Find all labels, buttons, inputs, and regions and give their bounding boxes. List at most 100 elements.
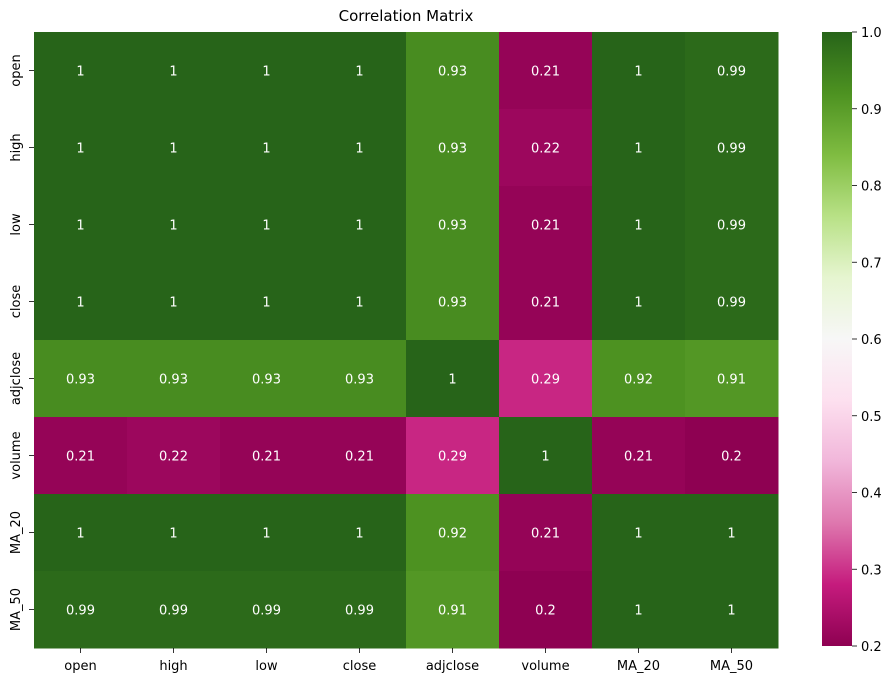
heatmap-cell — [34, 109, 128, 187]
heatmap-cell — [592, 186, 686, 264]
colorbar-tick-label: 0.8 — [861, 180, 882, 195]
heatmap-cell — [685, 417, 779, 495]
heatmap-cell — [406, 263, 500, 341]
heatmap-cell — [685, 263, 779, 341]
heatmap-cell — [499, 263, 593, 341]
heatmap-cell — [127, 109, 221, 187]
heatmap-cell — [127, 340, 221, 418]
x-tick-label: close — [343, 659, 376, 674]
cell-annotation: 0.21 — [531, 296, 560, 311]
cell-annotation: 0.99 — [252, 604, 281, 619]
cell-annotation: 0.21 — [531, 527, 560, 542]
x-tick-label: MA_20 — [617, 659, 660, 674]
colorbar-tick-label: 0.7 — [861, 256, 882, 271]
cell-annotation: 1 — [634, 296, 642, 311]
cell-annotation: 1 — [76, 65, 84, 80]
heatmap-cell — [592, 263, 686, 341]
cell-annotation: 0.92 — [438, 527, 467, 542]
cell-annotation: 1 — [634, 219, 642, 234]
y-tick-label: high — [9, 133, 24, 161]
cell-annotation: 0.93 — [438, 219, 467, 234]
cell-annotation: 0.21 — [531, 219, 560, 234]
cell-annotation: 1 — [634, 527, 642, 542]
cell-annotation: 1 — [262, 142, 270, 157]
colorbar-tick-label: 0.4 — [861, 487, 882, 502]
cell-annotation: 1 — [262, 219, 270, 234]
heatmap-cell — [127, 263, 221, 341]
heatmap-cell — [406, 32, 500, 110]
cell-annotation: 1 — [169, 142, 177, 157]
cell-annotation: 0.93 — [438, 142, 467, 157]
heatmap-cell — [499, 571, 593, 649]
cell-annotation: 0.21 — [531, 65, 560, 80]
cell-annotation: 0.21 — [66, 450, 95, 465]
heatmap-cell — [685, 494, 779, 572]
cell-annotation: 1 — [169, 65, 177, 80]
cell-annotation: 1 — [355, 65, 363, 80]
chart-title: Correlation Matrix — [339, 7, 474, 25]
cell-annotation: 0.99 — [66, 604, 95, 619]
cell-annotation: 0.2 — [721, 450, 742, 465]
y-axis-ticks: open high low close adjclose volume MA_20 MA_50 — [9, 54, 34, 631]
y-tick-label: close — [9, 285, 24, 318]
y-tick-label: volume — [9, 431, 24, 479]
cell-annotation: 0.93 — [252, 373, 281, 388]
heatmap-cell — [499, 340, 593, 418]
colorbar — [822, 32, 852, 646]
colorbar-tick-label: 0.9 — [861, 103, 882, 118]
heatmap-cell — [220, 109, 314, 187]
colorbar-tick-label: 1.0 — [861, 26, 882, 41]
heatmap-cell — [406, 494, 500, 572]
cell-annotation: 0.93 — [438, 65, 467, 80]
heatmap-cell — [592, 32, 686, 110]
cell-annotation: 1 — [355, 296, 363, 311]
cell-annotation: 0.93 — [66, 373, 95, 388]
heatmap-cell — [685, 32, 779, 110]
heatmap-cell — [499, 186, 593, 264]
heatmap-cell — [127, 32, 221, 110]
cell-annotation: 0.93 — [345, 373, 374, 388]
cell-annotation: 1 — [76, 142, 84, 157]
heatmap-cell — [220, 417, 314, 495]
heatmap-cell — [592, 571, 686, 649]
cell-annotation: 1 — [448, 373, 456, 388]
heatmap-cell — [34, 417, 128, 495]
cell-annotation: 0.99 — [345, 604, 374, 619]
cell-annotation: 1 — [262, 527, 270, 542]
heatmap-cell — [685, 571, 779, 649]
cell-annotation: 0.99 — [717, 65, 746, 80]
cell-annotation: 0.93 — [438, 296, 467, 311]
heatmap-cell — [34, 571, 128, 649]
y-tick-label: open — [9, 54, 24, 86]
heatmap-cell — [34, 494, 128, 572]
cell-annotation: 1 — [169, 527, 177, 542]
cell-annotation: 0.21 — [624, 450, 653, 465]
cell-annotation: 0.99 — [717, 219, 746, 234]
colorbar-ticks: 0.2 0.3 0.4 0.5 0.6 0.7 0.8 0.9 1.0 — [852, 26, 882, 655]
heatmap-cell — [34, 186, 128, 264]
heatmap-cell — [313, 32, 407, 110]
heatmap-cell — [313, 186, 407, 264]
x-tick-label: volume — [521, 659, 569, 674]
cell-annotation: 0.91 — [717, 373, 746, 388]
cell-annotation: 0.93 — [159, 373, 188, 388]
cell-annotation: 0.92 — [624, 373, 653, 388]
heatmap-cell — [592, 340, 686, 418]
heatmap-cell — [220, 494, 314, 572]
cell-annotation: 1 — [262, 65, 270, 80]
cell-annotation: 1 — [634, 142, 642, 157]
cell-annotation: 1 — [727, 604, 735, 619]
cell-annotation: 1 — [634, 604, 642, 619]
cell-annotation: 0.21 — [345, 450, 374, 465]
heatmap-cell — [313, 494, 407, 572]
heatmap-cell — [499, 32, 593, 110]
x-tick-label: open — [64, 659, 96, 674]
cell-annotation: 1 — [76, 296, 84, 311]
x-tick-label: adjclose — [426, 659, 479, 674]
heatmap-cell — [406, 417, 500, 495]
heatmap-cell — [685, 186, 779, 264]
cell-annotation: 0.29 — [438, 450, 467, 465]
y-tick-label: MA_20 — [9, 511, 24, 554]
heatmap-cell — [127, 417, 221, 495]
